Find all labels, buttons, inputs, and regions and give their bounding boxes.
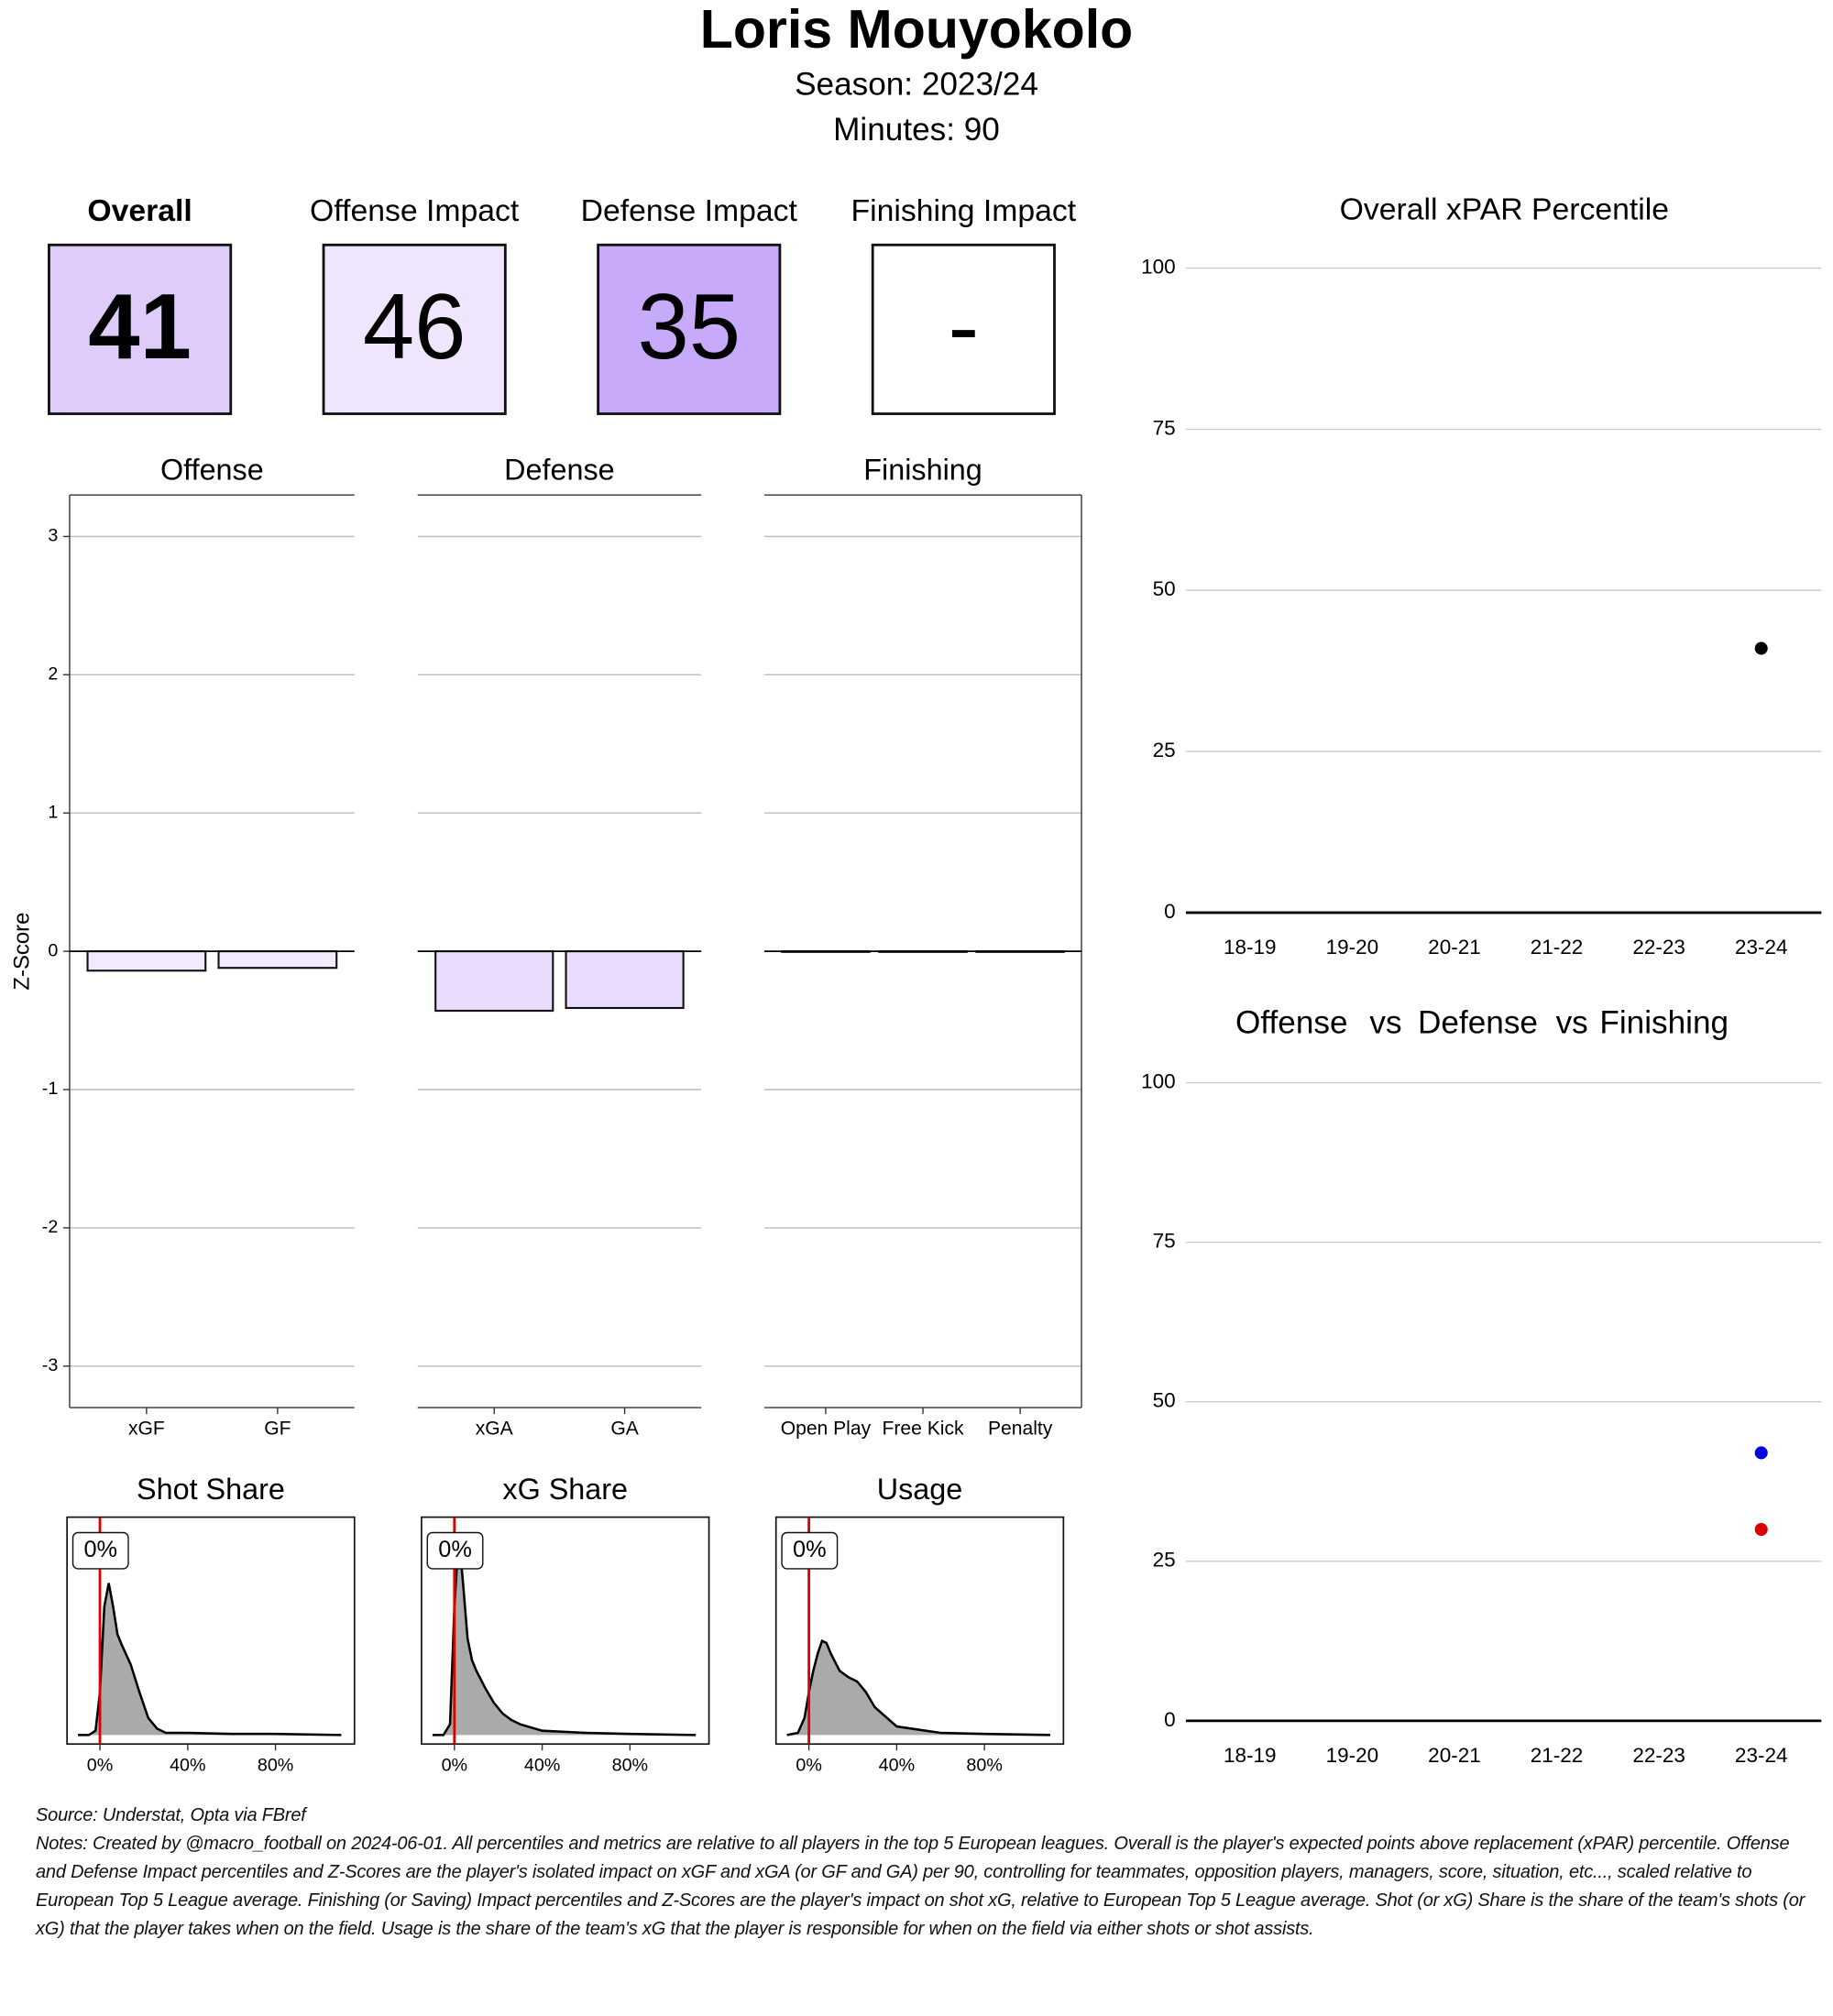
- stat-box: [322, 243, 507, 415]
- x-tick-label: 23-24: [1735, 936, 1788, 959]
- y-tick-label: 0: [48, 940, 58, 960]
- y-axis-label: Z-Score: [10, 913, 35, 991]
- x-tick-label: 80%: [612, 1755, 648, 1775]
- panel-title: Overall xPAR Percentile: [1340, 192, 1669, 227]
- y-tick-label: 75: [1153, 416, 1176, 439]
- bar: [86, 950, 207, 972]
- x-tick-label: 23-24: [1735, 1744, 1788, 1767]
- x-tick-label: xGF: [128, 1419, 165, 1440]
- x-tick-label: 21-22: [1531, 1744, 1584, 1767]
- bar: [217, 950, 338, 970]
- panel-title: Defense: [504, 453, 614, 486]
- x-tick-label: Penalty: [988, 1419, 1053, 1440]
- panel-title: Offense: [160, 453, 264, 486]
- y-tick-label: -1: [42, 1079, 59, 1099]
- box-value: 41: [88, 275, 192, 378]
- y-tick-label: 50: [1153, 577, 1176, 600]
- x-tick-label: 22-23: [1632, 1744, 1685, 1767]
- minutes: Minutes: 90: [833, 112, 1000, 148]
- point: [1754, 641, 1768, 655]
- x-tick-label: 40%: [879, 1755, 915, 1775]
- marker-label: 0%: [83, 1537, 117, 1562]
- x-tick-label: 21-22: [1531, 936, 1584, 959]
- notes: Notes: Created by @macro_football on 202…: [36, 1834, 1806, 1939]
- x-tick-label: 80%: [258, 1755, 293, 1775]
- y-tick-label: 100: [1141, 256, 1176, 279]
- x-tick-label: 20-21: [1428, 1744, 1481, 1767]
- x-tick-label: GA: [610, 1419, 639, 1440]
- legend-separator: vs: [1369, 1005, 1401, 1041]
- player-name: Loris Mouyokolo: [700, 0, 1133, 60]
- y-tick-label: 1: [48, 802, 58, 822]
- y-tick-label: 100: [1141, 1070, 1176, 1093]
- stat-box: [48, 243, 233, 415]
- marker-label: 0%: [438, 1537, 472, 1562]
- x-tick-label: GF: [264, 1419, 291, 1440]
- bar: [565, 950, 685, 1010]
- y-tick-label: 50: [1153, 1389, 1176, 1412]
- x-tick-label: 40%: [524, 1755, 560, 1775]
- bar: [434, 950, 554, 1013]
- stat-box: [597, 243, 782, 415]
- legend-separator: vs: [1556, 1005, 1588, 1041]
- x-tick-label: 19-20: [1326, 936, 1379, 959]
- x-tick-label: xGA: [476, 1419, 514, 1440]
- y-tick-label: 0: [1164, 1708, 1176, 1731]
- y-tick-label: 0: [1164, 900, 1176, 923]
- y-tick-label: 75: [1153, 1230, 1176, 1253]
- point: [1754, 1522, 1768, 1537]
- x-tick-label: 0%: [796, 1755, 821, 1775]
- marker-label-box: [426, 1531, 484, 1570]
- legend-entry: Defense: [1418, 1005, 1538, 1041]
- box-value: 46: [363, 275, 466, 378]
- x-tick-label: 18-19: [1224, 1744, 1277, 1767]
- x-tick-label: 22-23: [1632, 936, 1685, 959]
- legend-entry: Offense: [1235, 1005, 1347, 1041]
- x-tick-label: Free Kick: [883, 1419, 964, 1440]
- footnotes: Source: Understat, Opta via FBref Notes:…: [36, 1802, 1814, 1944]
- box-label: Overall: [87, 193, 192, 228]
- x-tick-label: 0%: [87, 1755, 113, 1775]
- box-value: 35: [637, 275, 741, 378]
- box-label: Finishing Impact: [851, 193, 1076, 228]
- panel-title: Usage: [877, 1473, 962, 1506]
- box-label: Defense Impact: [581, 193, 798, 228]
- marker-label-box: [71, 1531, 129, 1570]
- y-tick-label: 3: [48, 526, 58, 546]
- y-tick-label: -3: [42, 1355, 59, 1375]
- y-tick-label: -2: [42, 1217, 59, 1237]
- legend-entry: Finishing: [1599, 1005, 1729, 1041]
- panel-title: xG Share: [502, 1473, 628, 1506]
- stat-box: [871, 243, 1056, 415]
- x-tick-label: 19-20: [1326, 1744, 1379, 1767]
- x-tick-label: 80%: [966, 1755, 1002, 1775]
- y-tick-label: 2: [48, 664, 58, 685]
- season: Season: 2023/24: [795, 67, 1038, 103]
- y-tick-label: 25: [1153, 739, 1176, 761]
- x-tick-label: Open Play: [781, 1419, 872, 1440]
- marker-label: 0%: [793, 1537, 827, 1562]
- x-tick-label: 20-21: [1428, 936, 1481, 959]
- x-tick-label: 40%: [170, 1755, 205, 1775]
- source: Source: Understat, Opta via FBref: [36, 1805, 306, 1825]
- box-value: -: [948, 275, 979, 378]
- panel-title: Finishing: [863, 453, 982, 486]
- density-area: [786, 1640, 1050, 1736]
- x-tick-label: 18-19: [1224, 936, 1277, 959]
- panel-title: Shot Share: [137, 1473, 285, 1506]
- point: [1754, 1446, 1768, 1460]
- y-tick-label: 25: [1153, 1549, 1176, 1572]
- box-label: Offense Impact: [310, 193, 520, 228]
- x-tick-label: 0%: [442, 1755, 467, 1775]
- density-area: [78, 1583, 342, 1736]
- marker-label-box: [781, 1531, 839, 1570]
